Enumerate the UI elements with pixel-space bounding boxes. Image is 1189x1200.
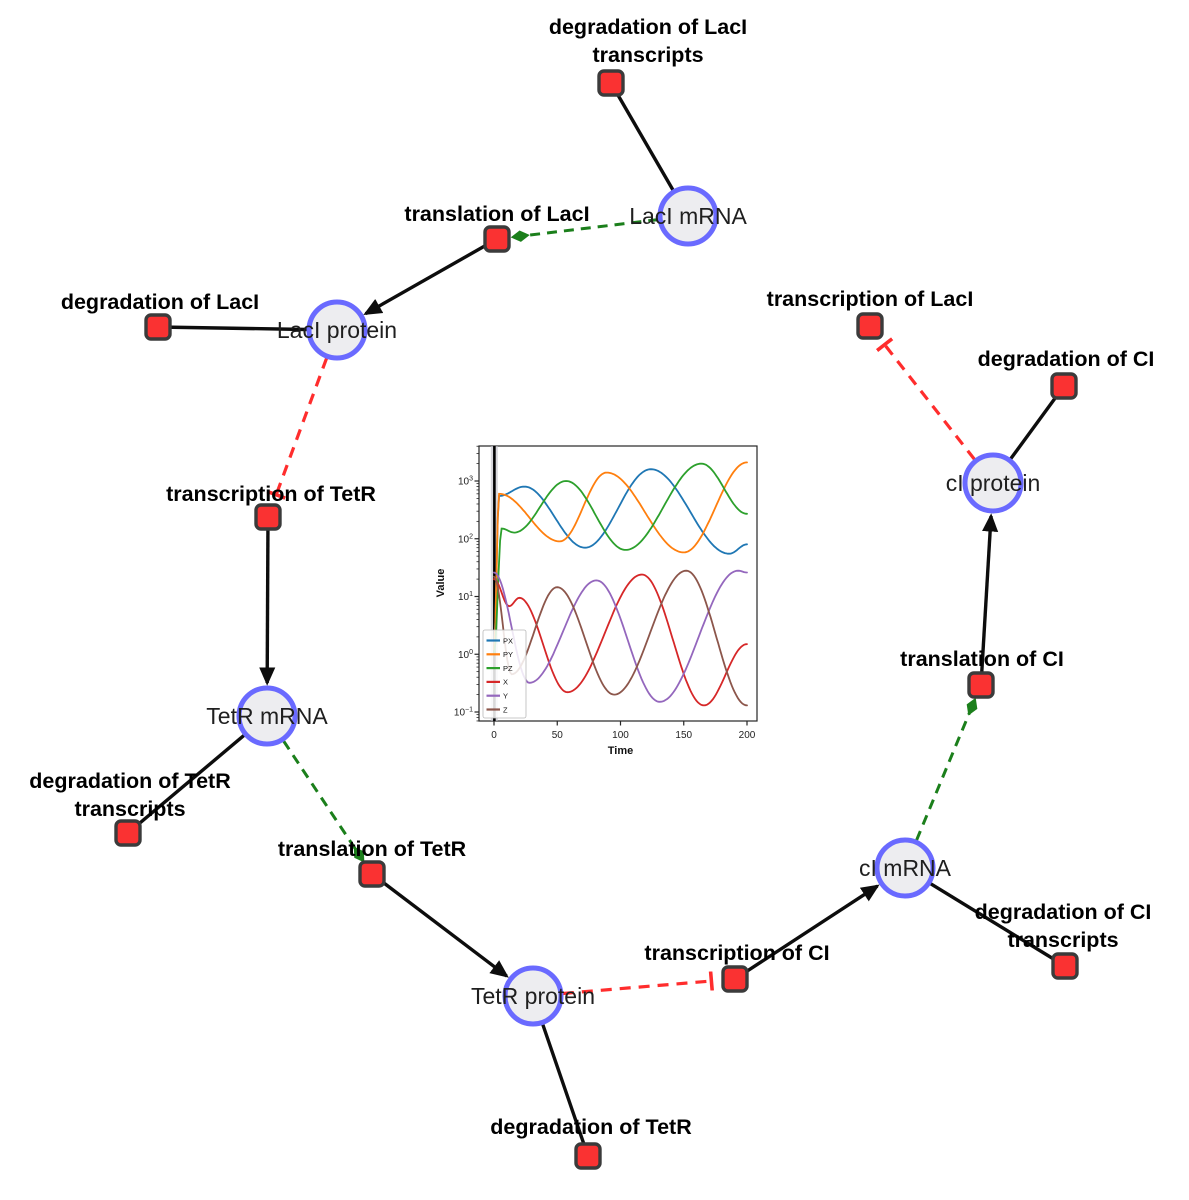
edge-transl-ci-ci-protein: [979, 513, 999, 686]
reaction-node-txn-laci: [856, 312, 884, 340]
species-label-ci-mrna: cI mRNA: [859, 855, 952, 881]
reaction-label-deg-tetr-tx: degradation of TetR: [29, 769, 231, 793]
edge-tetr-mrna-deg-tetr-tx: [126, 734, 246, 835]
y-axis-tick-label: 102: [458, 533, 473, 545]
series-curve-PY: [493, 461, 748, 651]
edge-transl-tetr-tetr-protein: [370, 872, 509, 978]
reaction-label-deg-laci-tx: transcripts: [592, 43, 703, 67]
legend: PX PY PZ XYZ: [482, 629, 527, 719]
edge-txn-ci-ci-mrna: [734, 884, 880, 981]
series-curve-Y: [493, 569, 748, 703]
species-label-laci-mrna: LacI mRNA: [629, 203, 747, 229]
reaction-label-transl-laci: translation of LacI: [404, 202, 589, 226]
species-label-tetr-protein: TetR protein: [471, 983, 595, 1009]
legend-label-PZ: PZ: [503, 664, 513, 673]
legend-label-PX: PX: [503, 636, 513, 645]
reaction-label-txn-laci: transcription of LacI: [767, 287, 974, 311]
edge-transl-laci-laci-protein: [363, 237, 498, 316]
edges-layer: [126, 82, 1066, 1157]
reaction-node-deg-tetr: [574, 1142, 602, 1170]
species-node-laci-mrna: [657, 185, 719, 247]
species-node-tetr-mrna: [236, 685, 298, 747]
series-curve-PX: [493, 468, 748, 645]
edge-ci-mrna-deg-ci-tx: [929, 882, 1066, 968]
reaction-label-txn-ci: transcription of CI: [644, 941, 829, 965]
reaction-node-txn-ci: [721, 965, 749, 993]
reaction-node-deg-ci-tx: [1051, 952, 1079, 980]
x-axis-tick-label: 200: [739, 730, 756, 741]
reaction-label-transl-ci: translation of CI: [900, 647, 1064, 671]
legend-label-X: X: [503, 678, 508, 687]
y-axis-tick-label: 100: [458, 649, 473, 661]
reaction-label-deg-tetr-tx: transcripts: [74, 797, 185, 821]
reaction-node-txn-tetr: [254, 503, 282, 531]
nodes-layer: [114, 69, 1079, 1170]
series-curve-Z: [493, 569, 748, 707]
species-label-tetr-mrna: TetR mRNA: [206, 703, 328, 729]
edge-ci-mrna-transl-ci: [915, 697, 978, 841]
reaction-label-transl-tetr: translation of TetR: [278, 837, 467, 861]
x-axis-tick-label: 150: [675, 730, 692, 741]
reaction-node-deg-ci: [1050, 372, 1078, 400]
edge-tetr-protein-deg-tetr: [541, 1023, 590, 1157]
reaction-node-deg-tetr-tx: [114, 819, 142, 847]
legend-label-Y: Y: [503, 692, 508, 701]
y-axis-tick-label: 103: [458, 476, 473, 488]
reaction-node-deg-laci: [144, 313, 172, 341]
species-node-ci-protein: [962, 452, 1024, 514]
series-curve-PZ: [493, 462, 748, 656]
x-axis-title: Time: [608, 745, 633, 757]
species-label-laci-protein: LacI protein: [277, 317, 397, 343]
curves-layer: [493, 461, 748, 707]
edge-laci-protein-txn-tetr: [266, 357, 329, 500]
species-label-ci-protein: cI protein: [946, 470, 1041, 496]
edge-txn-tetr-tetr-mrna: [259, 516, 276, 686]
x-axis-tick-label: 0: [491, 730, 497, 741]
reaction-label-deg-laci: degradation of LacI: [61, 290, 259, 314]
labels-layer: degradation of LacI transcripts translatio…: [29, 15, 1154, 1139]
edge-laci-mrna-transl-laci: [510, 218, 659, 242]
reaction-node-transl-ci: [967, 671, 995, 699]
reaction-label-deg-ci-tx: transcripts: [1007, 928, 1118, 952]
reaction-label-deg-laci-tx: degradation of LacI: [549, 15, 747, 39]
reaction-label-txn-tetr: transcription of TetR: [166, 482, 376, 506]
reaction-node-transl-laci: [483, 225, 511, 253]
reaction-node-deg-laci-tx: [597, 69, 625, 97]
edge-tetr-protein-txn-ci: [562, 971, 714, 996]
reaction-label-deg-tetr: degradation of TetR: [490, 1115, 692, 1139]
y-axis-tick-label: 10−1: [454, 707, 473, 719]
edge-laci-protein-deg-laci: [157, 325, 308, 332]
x-axis-tick-label: 100: [612, 730, 629, 741]
species-node-tetr-protein: [502, 965, 564, 1027]
x-axis-tick-label: 50: [552, 730, 564, 741]
reaction-node-transl-tetr: [358, 860, 386, 888]
edge-tetr-mrna-transl-tetr: [282, 740, 365, 863]
reaction-label-deg-ci: degradation of CI: [978, 347, 1155, 371]
species-node-laci-protein: [306, 299, 368, 361]
y-axis-tick-label: 101: [458, 591, 473, 603]
species-node-ci-mrna: [874, 837, 936, 899]
legend-label-Z: Z: [503, 705, 508, 714]
legend-label-PY: PY: [503, 650, 513, 659]
y-axis-title: Value: [435, 569, 447, 598]
reaction-label-deg-ci-tx: degradation of CI: [975, 900, 1152, 924]
edge-ci-protein-txn-laci: [875, 337, 976, 461]
edge-laci-mrna-deg-laci-tx: [609, 82, 675, 191]
